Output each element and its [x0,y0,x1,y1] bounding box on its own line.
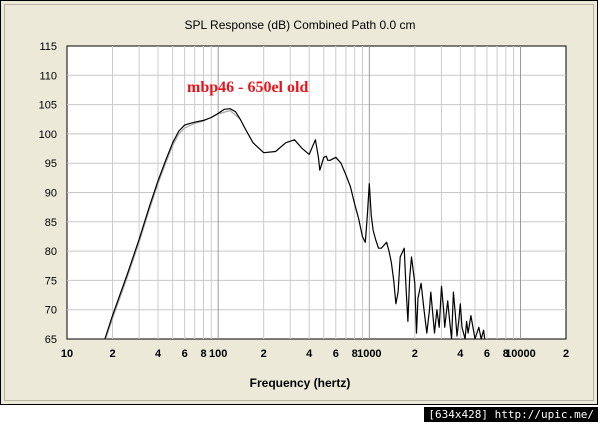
upic-watermark: [634x428] http://upic.me/ [424,407,598,422]
y-tick-label: 75 [45,275,57,287]
x-tick-label: 6 [182,348,188,360]
curve-annotation: mbp46 - 650el old [187,79,308,96]
spl-curve [104,108,486,340]
x-tick-label: 8 [503,348,509,360]
y-tick-label: 90 [45,188,57,200]
x-tick-label: 2 [261,348,267,360]
x-tick-label: 4 [306,348,313,360]
x-tick-label: 10000 [505,348,536,360]
spl-chart: SPL Response (dB) Combined Path 0.0 cm 6… [39,18,569,390]
y-tick-label: 105 [39,100,57,112]
x-tick-label: 8 [200,348,206,360]
y-tick-label: 85 [45,217,57,229]
x-tick-label: 2 [563,348,569,360]
y-tick-label: 70 [45,305,57,317]
y-tick-label: 110 [39,70,57,82]
x-axis-label: Frequency (hertz) [250,376,351,390]
x-tick-label: 6 [333,348,339,360]
y-tick-label: 80 [45,246,57,258]
series-lines [104,108,486,340]
y-tick-label: 100 [39,129,57,141]
x-tick-label: 1000 [357,348,381,360]
chart-border [4,4,594,401]
y-tick-label: 65 [45,334,57,346]
y-tick-label: 95 [45,158,57,170]
x-tick-label: 4 [457,348,464,360]
x-tick-label: 2 [412,348,418,360]
x-tick-label: 4 [155,348,162,360]
x-tick-label: 10 [61,348,73,360]
x-tick-label: 100 [209,348,227,360]
x-tick-label: 6 [484,348,490,360]
y-tick-label: 115 [39,41,57,53]
chart-title: SPL Response (dB) Combined Path 0.0 cm [184,18,415,32]
x-tick-label: 8 [352,348,358,360]
x-tick-label: 2 [109,348,115,360]
